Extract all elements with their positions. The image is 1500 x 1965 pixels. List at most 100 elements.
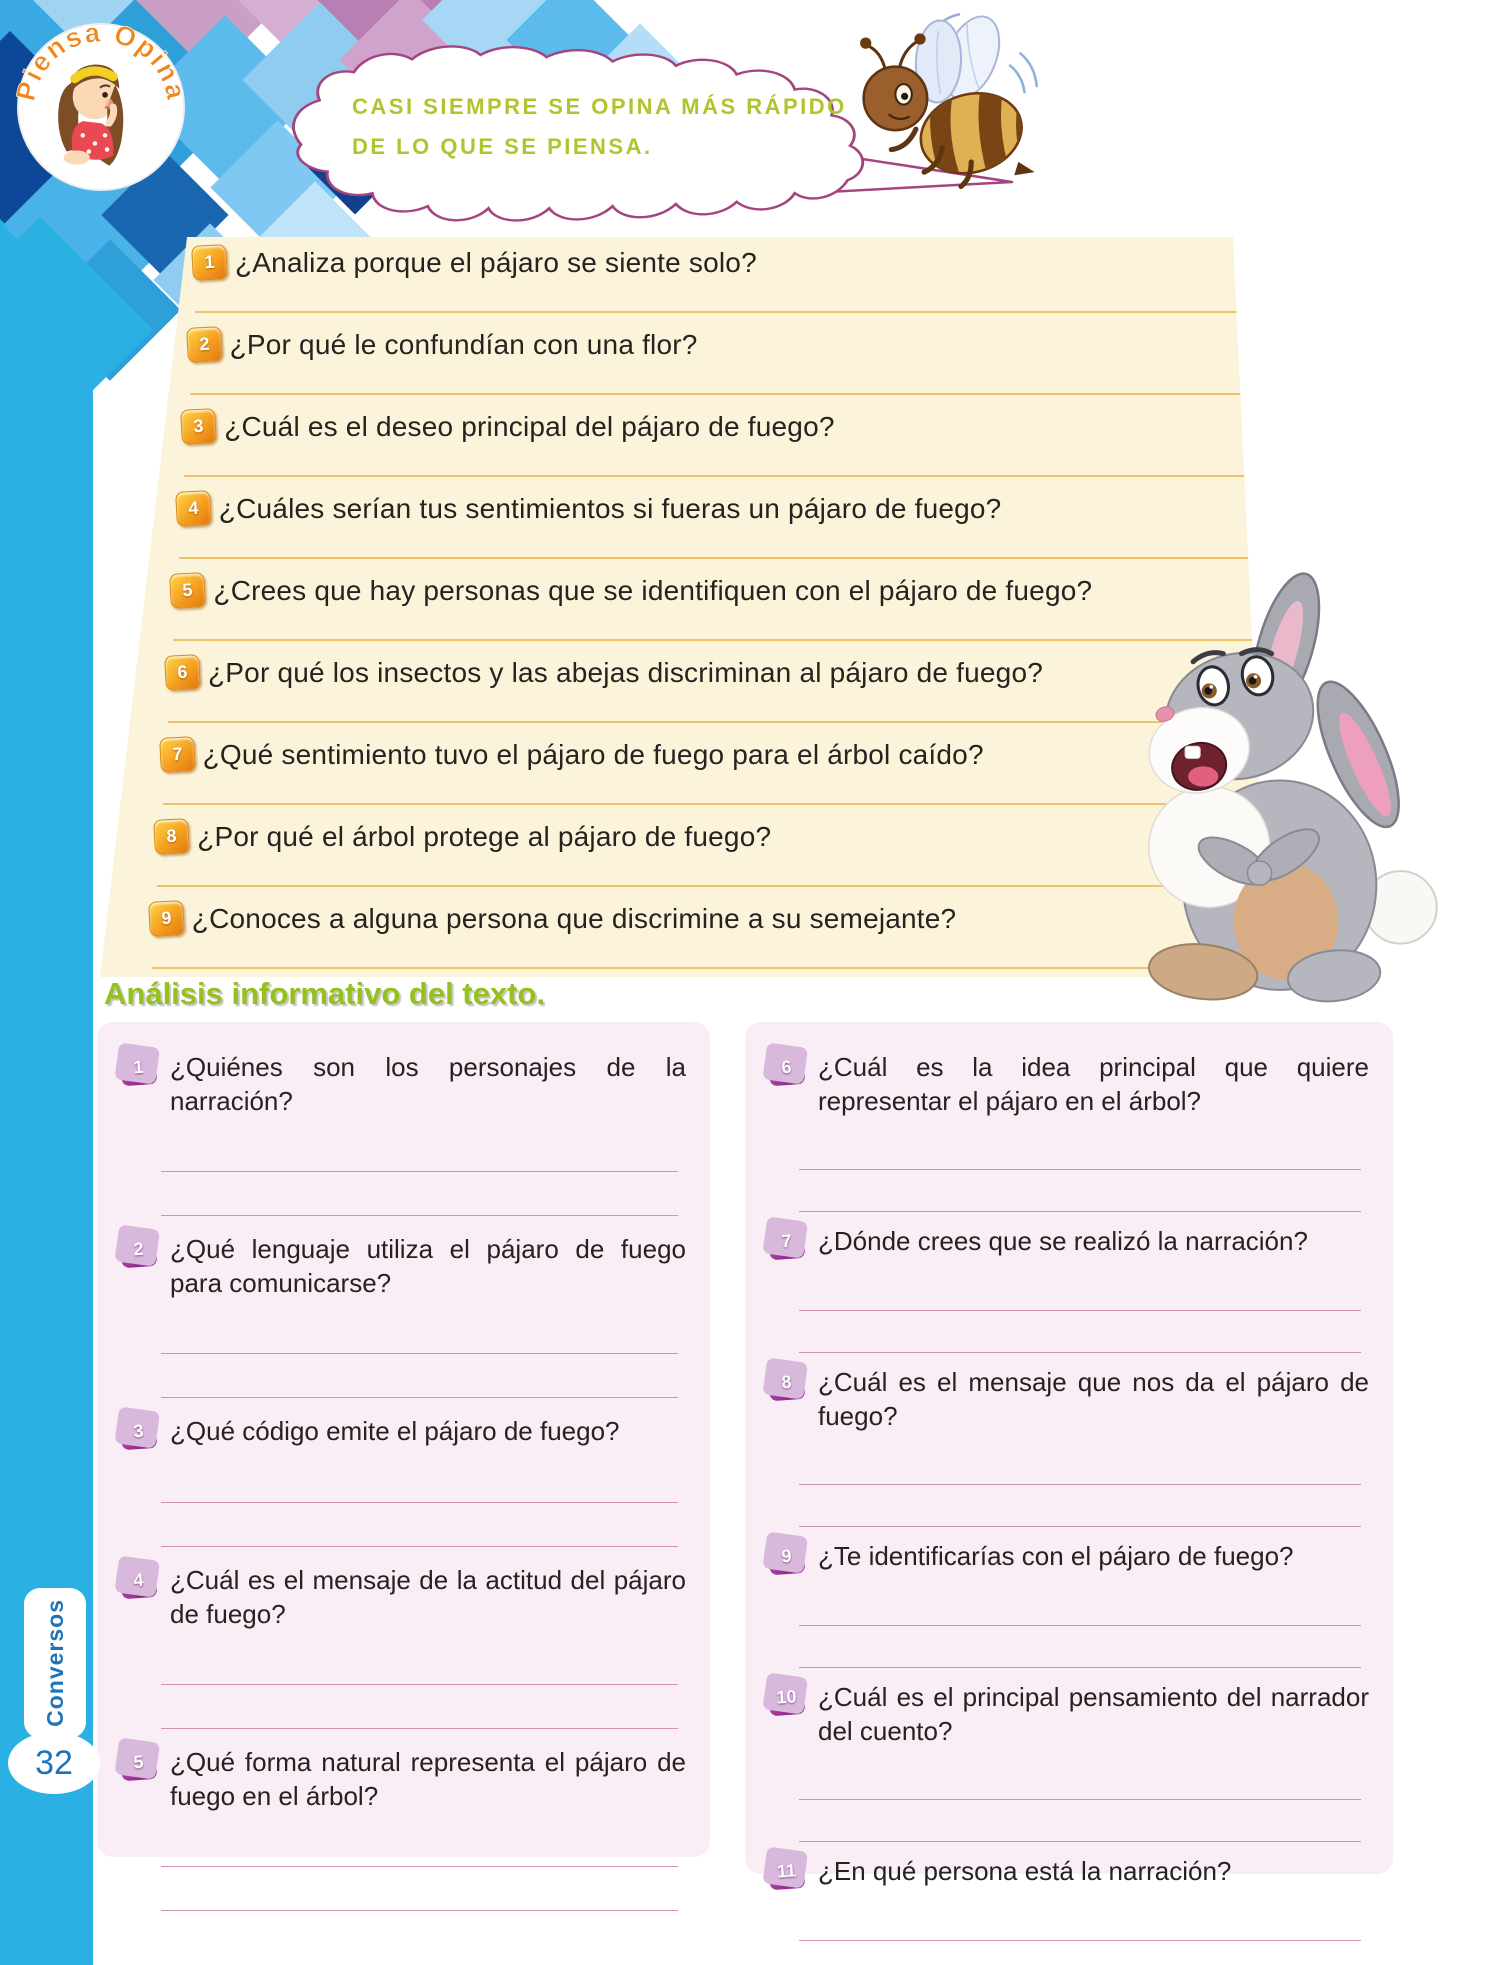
analysis-question-block: 8 ¿Cuál es el mensaje que nos da el pája… bbox=[767, 1363, 1369, 1527]
answer-line bbox=[184, 475, 1265, 477]
question-row: 7 ¿Qué sentimiento tuvo el pájaro de fue… bbox=[100, 729, 1268, 811]
question-text: ¿Cuál es el mensaje que nos da el pájaro… bbox=[818, 1367, 1369, 1431]
question-text: ¿Cuál es el deseo principal del pájaro d… bbox=[224, 411, 835, 442]
answer-lines bbox=[799, 1443, 1361, 1527]
bubble-text-line1: CASI SIEMPRE SE OPINA MÁS RÁPIDO bbox=[352, 94, 847, 119]
answer-line bbox=[799, 1485, 1361, 1527]
answer-line bbox=[161, 1823, 678, 1867]
answer-line bbox=[161, 1310, 678, 1354]
answer-lines bbox=[799, 1899, 1361, 1941]
answer-line bbox=[799, 1269, 1361, 1311]
question-number-badge: 4 bbox=[174, 490, 212, 527]
rabbit-illustration bbox=[1026, 552, 1474, 1012]
question-text: ¿Crees que hay personas que se identifiq… bbox=[213, 575, 1093, 606]
answer-line bbox=[161, 1128, 678, 1172]
answer-lines bbox=[161, 1641, 678, 1729]
analysis-question-block: 3 ¿Qué código emite el pájaro de fuego? bbox=[119, 1412, 686, 1547]
page-number-bubble: 32 bbox=[8, 1732, 100, 1794]
answer-lines bbox=[161, 1128, 678, 1216]
answer-line bbox=[173, 639, 1265, 641]
answer-line bbox=[151, 967, 1265, 969]
conversos-tab: Conversos bbox=[24, 1588, 86, 1738]
question-number-badge: 5 bbox=[119, 1743, 158, 1782]
answer-line bbox=[161, 1354, 678, 1398]
question-text: ¿Quiénes son los personajes de la narrac… bbox=[170, 1052, 686, 1116]
answer-lines bbox=[161, 1823, 678, 1911]
question-number-badge: 1 bbox=[119, 1048, 158, 1087]
question-number-badge: 8 bbox=[153, 818, 191, 855]
question-number-badge: 10 bbox=[767, 1678, 806, 1717]
question-row: 9 ¿Conoces a alguna persona que discrimi… bbox=[100, 893, 1268, 975]
analysis-question-block: 4 ¿Cuál es el mensaje de la actitud del … bbox=[119, 1561, 686, 1729]
question-number-badge: 2 bbox=[185, 326, 223, 363]
analysis-question-block: 10 ¿Cuál es el principal pensamiento del… bbox=[767, 1678, 1369, 1842]
question-number-badge: 5 bbox=[169, 572, 207, 609]
question-number-badge: 3 bbox=[119, 1412, 158, 1451]
answer-line bbox=[168, 721, 1265, 723]
question-number-badge: 9 bbox=[767, 1537, 806, 1576]
question-text: ¿Analiza porque el pájaro se siente solo… bbox=[235, 247, 757, 278]
answer-line bbox=[161, 1867, 678, 1911]
answer-lines bbox=[799, 1758, 1361, 1842]
answer-line bbox=[799, 1758, 1361, 1800]
answer-line bbox=[799, 1626, 1361, 1668]
question-row: 1 ¿Analiza porque el pájaro se siente so… bbox=[100, 237, 1268, 319]
question-text: ¿Qué lenguaje utiliza el pájaro de fuego… bbox=[170, 1234, 686, 1298]
question-text: ¿Cuál es la idea principal que quiere re… bbox=[818, 1052, 1369, 1116]
analysis-question-block: 2 ¿Qué lenguaje utiliza el pájaro de fue… bbox=[119, 1230, 686, 1398]
question-number-badge: 7 bbox=[158, 736, 196, 773]
answer-line bbox=[162, 803, 1265, 805]
question-text: ¿Por qué el árbol protege al pájaro de f… bbox=[197, 821, 772, 852]
answer-line bbox=[799, 1170, 1361, 1212]
question-number-badge: 11 bbox=[767, 1852, 806, 1891]
question-text: ¿Cuál es el mensaje de la actitud del pá… bbox=[170, 1565, 686, 1629]
answer-line bbox=[799, 1800, 1361, 1842]
question-text: ¿Por qué los insectos y las abejas discr… bbox=[208, 657, 1043, 688]
question-number-badge: 2 bbox=[119, 1230, 158, 1269]
analysis-left-panel: 1 ¿Quiénes son los personajes de la narr… bbox=[97, 1022, 710, 1911]
answer-line bbox=[161, 1685, 678, 1729]
answer-line bbox=[157, 885, 1265, 887]
answer-line bbox=[799, 1899, 1361, 1941]
opinion-questions-panel: 1 ¿Analiza porque el pájaro se siente so… bbox=[100, 237, 1268, 977]
question-number-badge: 6 bbox=[767, 1048, 806, 1087]
question-text: ¿Por qué le confundían con una flor? bbox=[229, 329, 698, 360]
answer-lines bbox=[161, 1459, 678, 1547]
question-row: 8 ¿Por qué el árbol protege al pájaro de… bbox=[100, 811, 1268, 893]
answer-line bbox=[799, 1443, 1361, 1485]
answer-line bbox=[161, 1641, 678, 1685]
question-row: 4 ¿Cuáles serían tus sentimientos si fue… bbox=[100, 483, 1268, 565]
analysis-question-block: 1 ¿Quiénes son los personajes de la narr… bbox=[119, 1048, 686, 1216]
answer-line bbox=[195, 311, 1265, 313]
analysis-question-block: 11 ¿En qué persona está la narración? bbox=[767, 1852, 1369, 1941]
analysis-question-block: 5 ¿Qué forma natural representa el pájar… bbox=[119, 1743, 686, 1911]
question-text: ¿En qué persona está la narración? bbox=[818, 1856, 1232, 1886]
answer-line bbox=[178, 557, 1265, 559]
answer-line bbox=[799, 1584, 1361, 1626]
question-number-badge: 3 bbox=[180, 408, 218, 445]
question-row: 5 ¿Crees que hay personas que se identif… bbox=[100, 565, 1268, 647]
answer-lines bbox=[161, 1310, 678, 1398]
question-number-badge: 9 bbox=[147, 900, 185, 937]
question-text: ¿Conoces a alguna persona que discrimine… bbox=[191, 903, 957, 934]
page-number: 32 bbox=[35, 1743, 73, 1782]
answer-line bbox=[161, 1172, 678, 1216]
bee-illustration bbox=[836, 0, 1046, 205]
analysis-right-panel: 6 ¿Cuál es la idea principal que quiere … bbox=[745, 1022, 1393, 1941]
answer-lines bbox=[799, 1584, 1361, 1668]
question-number-badge: 8 bbox=[767, 1363, 806, 1402]
answer-line bbox=[799, 1128, 1361, 1170]
answer-lines bbox=[799, 1269, 1361, 1353]
question-row: 3 ¿Cuál es el deseo principal del pájaro… bbox=[100, 401, 1268, 483]
bubble-text-line2: DE LO QUE SE PIENSA. bbox=[352, 134, 653, 159]
analysis-question-block: 6 ¿Cuál es la idea principal que quiere … bbox=[767, 1048, 1369, 1212]
question-text: ¿Dónde crees que se realizó la narración… bbox=[818, 1226, 1308, 1256]
question-text: ¿Qué sentimiento tuvo el pájaro de fuego… bbox=[202, 739, 984, 770]
question-number-badge: 4 bbox=[119, 1561, 158, 1600]
answer-line bbox=[161, 1503, 678, 1547]
question-number-badge: 6 bbox=[164, 654, 201, 691]
question-number-badge: 7 bbox=[767, 1222, 806, 1261]
question-number-badge: 1 bbox=[191, 244, 228, 281]
answer-line bbox=[799, 1311, 1361, 1353]
